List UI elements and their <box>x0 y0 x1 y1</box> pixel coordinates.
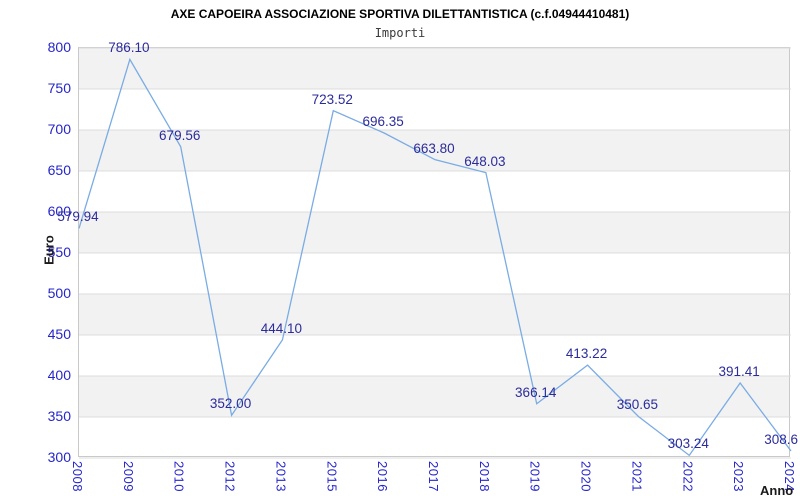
data-label: 648.03 <box>464 153 506 169</box>
y-tick-label: 350 <box>47 408 71 424</box>
x-tick-label: 2009 <box>120 461 136 492</box>
y-tick-label: 650 <box>47 162 71 178</box>
data-label: 366.14 <box>515 384 557 400</box>
x-tick-label: 2023 <box>731 461 747 492</box>
x-tick-label: 2018 <box>476 461 492 492</box>
x-axis-title: Anno <box>760 483 794 498</box>
data-label: 444.10 <box>260 320 303 336</box>
data-label: 696.35 <box>362 113 404 129</box>
x-tick-label: 2016 <box>375 461 391 492</box>
y-tick-label: 550 <box>47 244 71 260</box>
y-tick-label: 700 <box>47 121 71 137</box>
data-label: 413.22 <box>565 346 608 362</box>
data-label: 391.41 <box>718 364 760 380</box>
x-tick-label: 2019 <box>527 461 543 492</box>
x-tick-label: 2010 <box>171 461 187 492</box>
data-label: 723.52 <box>311 91 353 107</box>
y-axis-title: Euro <box>41 235 57 265</box>
x-tick-label: 2020 <box>578 461 594 492</box>
data-label: 679.56 <box>159 127 201 143</box>
line-chart-svg <box>78 47 792 459</box>
data-label: 663.80 <box>413 140 455 156</box>
chart-title: AXE CAPOEIRA ASSOCIAZIONE SPORTIVA DILET… <box>170 7 630 21</box>
y-tick-label: 450 <box>47 326 71 342</box>
y-tick-label: 600 <box>47 203 71 219</box>
x-tick-label: 2013 <box>273 461 289 492</box>
y-tick-label: 400 <box>47 367 71 383</box>
y-tick-label: 800 <box>47 39 71 55</box>
x-tick-label: 2008 <box>70 461 85 492</box>
chart-subtitle: Importi <box>374 26 426 40</box>
y-tick-label: 300 <box>47 449 71 465</box>
line-series <box>78 57 792 457</box>
data-label: 352.00 <box>209 396 252 412</box>
x-tick-label: 2022 <box>680 461 696 492</box>
data-label: 308.6 <box>764 431 798 447</box>
y-tick-label: 500 <box>47 285 71 301</box>
plot-area <box>78 47 792 459</box>
x-tick-label: 2015 <box>324 461 340 492</box>
x-tick-label: 2024 <box>782 461 797 492</box>
x-tick-label: 2017 <box>426 461 441 492</box>
data-label: 350.65 <box>616 397 659 413</box>
data-label: 786.10 <box>108 40 150 56</box>
data-label: 579.94 <box>57 209 99 225</box>
data-label: 303.24 <box>667 436 709 452</box>
x-tick-label: 2021 <box>629 461 645 492</box>
y-tick-label: 750 <box>47 80 71 96</box>
x-tick-label: 2012 <box>222 461 238 492</box>
